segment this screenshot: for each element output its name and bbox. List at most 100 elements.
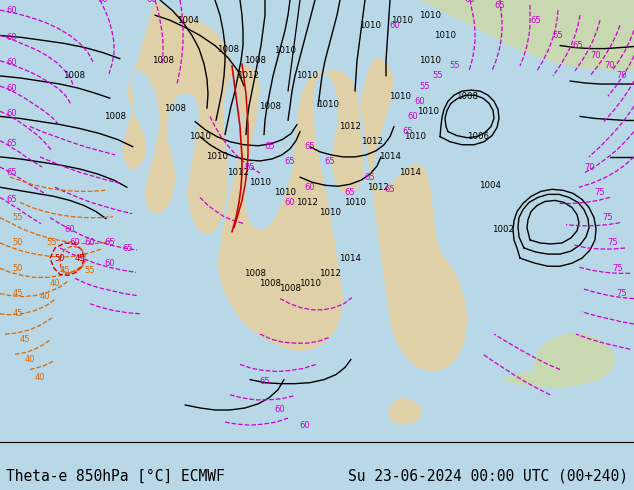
Text: 75: 75: [612, 264, 623, 273]
Text: 65: 65: [305, 142, 315, 151]
Text: 55: 55: [420, 81, 430, 91]
Text: 1006: 1006: [467, 132, 489, 141]
Text: 1010: 1010: [404, 132, 426, 141]
Text: 65: 65: [345, 188, 355, 197]
Text: 1010: 1010: [206, 152, 228, 161]
Text: 65: 65: [260, 377, 270, 386]
Text: 65: 65: [325, 157, 335, 167]
Text: 60: 60: [300, 421, 310, 430]
Text: Su 23-06-2024 00:00 UTC (00+240): Su 23-06-2024 00:00 UTC (00+240): [347, 468, 628, 484]
Text: 1012: 1012: [319, 269, 341, 278]
Text: 1010: 1010: [249, 178, 271, 187]
Text: 60: 60: [415, 97, 425, 106]
Text: 60: 60: [146, 0, 157, 4]
Text: 75: 75: [607, 239, 618, 247]
Text: 65: 65: [385, 185, 396, 194]
Text: 1010: 1010: [417, 107, 439, 116]
Text: 45: 45: [13, 289, 23, 298]
Text: 75: 75: [603, 213, 613, 222]
Text: 75: 75: [595, 188, 605, 197]
Text: 60: 60: [65, 225, 75, 234]
Text: 60: 60: [105, 259, 115, 268]
Text: 1008: 1008: [244, 56, 266, 65]
Text: 1014: 1014: [379, 152, 401, 161]
Text: 1010: 1010: [391, 16, 413, 25]
Text: 65: 65: [264, 142, 275, 151]
Text: 65: 65: [123, 244, 133, 252]
Text: 1012: 1012: [237, 72, 259, 80]
Text: 60: 60: [85, 239, 95, 247]
Text: 1004: 1004: [177, 16, 199, 25]
Text: 45: 45: [75, 254, 85, 263]
Text: 65: 65: [105, 239, 115, 247]
Text: 60: 60: [408, 112, 418, 121]
Text: 55: 55: [47, 239, 57, 247]
Text: 65: 65: [365, 172, 375, 182]
Text: 1012: 1012: [367, 183, 389, 192]
Text: 70: 70: [585, 163, 595, 172]
Text: 65: 65: [531, 16, 541, 25]
Text: 1010: 1010: [359, 21, 381, 30]
Text: 1012: 1012: [296, 198, 318, 207]
Text: 65: 65: [7, 139, 17, 148]
Text: 65: 65: [553, 31, 564, 40]
Text: 1008: 1008: [104, 112, 126, 121]
Text: 60: 60: [7, 84, 17, 93]
Text: 1014: 1014: [399, 168, 421, 176]
Text: 60: 60: [305, 183, 315, 192]
Text: 55: 55: [13, 213, 23, 222]
Text: 1010: 1010: [299, 279, 321, 288]
Text: 65: 65: [495, 0, 505, 10]
Text: 1008: 1008: [152, 56, 174, 65]
Text: 60: 60: [70, 239, 81, 247]
Text: 65: 65: [285, 157, 295, 167]
Text: 55: 55: [433, 72, 443, 80]
Text: Theta-e 850hPa [°C] ECMWF: Theta-e 850hPa [°C] ECMWF: [6, 468, 225, 484]
Text: 40: 40: [49, 279, 60, 288]
Text: 1010: 1010: [389, 92, 411, 100]
Text: 60: 60: [275, 406, 285, 415]
Text: 45: 45: [20, 335, 30, 343]
Text: 1008: 1008: [217, 45, 239, 54]
Text: 70: 70: [605, 61, 616, 70]
Text: 1010: 1010: [344, 198, 366, 207]
Text: 75: 75: [617, 289, 627, 298]
Text: 1008: 1008: [259, 279, 281, 288]
Text: 1010: 1010: [274, 46, 296, 55]
Text: 1008: 1008: [279, 284, 301, 293]
Text: 1002: 1002: [492, 225, 514, 234]
Text: 60: 60: [98, 0, 108, 4]
Text: 1008: 1008: [63, 72, 85, 80]
Text: 65: 65: [7, 168, 17, 176]
Text: 1010: 1010: [419, 56, 441, 65]
Text: 1012: 1012: [339, 122, 361, 131]
Text: 55: 55: [450, 61, 460, 70]
Text: 55: 55: [85, 266, 95, 275]
Text: 65: 65: [7, 195, 17, 204]
Text: 40: 40: [40, 292, 50, 301]
Text: 1010: 1010: [419, 11, 441, 20]
Text: 1012: 1012: [361, 137, 383, 146]
Text: 65: 65: [245, 163, 256, 172]
Text: 70: 70: [617, 72, 627, 80]
Text: 70: 70: [591, 51, 601, 60]
Text: 1014: 1014: [339, 254, 361, 263]
Text: 65: 65: [465, 0, 476, 4]
Text: 40: 40: [35, 373, 45, 382]
Text: 60: 60: [7, 109, 17, 118]
Text: 1008: 1008: [244, 269, 266, 278]
Text: 1010: 1010: [434, 31, 456, 40]
Text: 45: 45: [60, 266, 70, 275]
Text: 50: 50: [55, 254, 65, 263]
Text: 1010: 1010: [274, 188, 296, 197]
Text: 45: 45: [13, 309, 23, 318]
Text: 60: 60: [285, 198, 295, 207]
Text: 60: 60: [390, 21, 400, 30]
Text: 60: 60: [7, 58, 17, 67]
Text: 1008: 1008: [456, 92, 478, 100]
Text: 1010: 1010: [189, 132, 211, 141]
Text: 1008: 1008: [259, 102, 281, 111]
Text: 1010: 1010: [296, 72, 318, 80]
Text: 1008: 1008: [164, 104, 186, 113]
Text: 65: 65: [573, 41, 583, 50]
